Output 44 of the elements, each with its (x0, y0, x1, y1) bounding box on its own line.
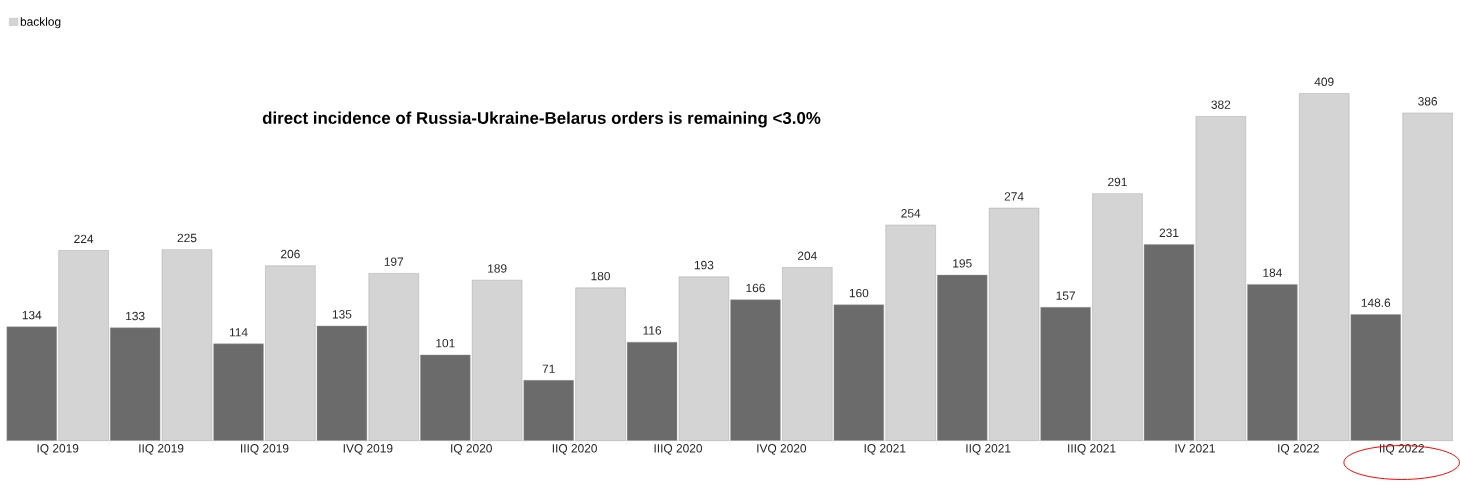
x-tick-label: IV 2021 (1175, 443, 1215, 453)
x-tick-label: IIIQ 2021 (1068, 443, 1116, 455)
data-label: 116 (643, 326, 662, 335)
data-label: 133 (126, 311, 145, 320)
x-tick-label: IVQ 2020 (757, 443, 807, 455)
data-label: 254 (901, 208, 921, 218)
x-tick-label: IIIQ 2020 (654, 443, 703, 455)
data-label: 382 (1211, 100, 1231, 109)
data-label: 206 (281, 249, 300, 259)
data-label: 135 (332, 309, 352, 319)
x-tick-label: IIIQ 2019 (241, 443, 289, 455)
data-label: 184 (1263, 268, 1282, 277)
x-tick-label: IIQ 2019 (139, 443, 184, 455)
text: direct incidence of Russia-Ukraine-Belarus orders is remaining <3.0% (262, 111, 821, 128)
x-tick-label: IIQ 2021 (966, 443, 1011, 455)
data-label: 204 (797, 251, 817, 260)
x-tick-label: IQ 2022 (1278, 443, 1319, 455)
x-tick-label: IIQ 2022 (1379, 443, 1424, 455)
legend-label: backlog (20, 16, 61, 29)
data-label: 180 (591, 271, 611, 281)
x-tick-label: IQ 2019 (37, 443, 79, 455)
data-label: 189 (488, 264, 507, 273)
data-label: 148.6 (1361, 298, 1391, 307)
data-label: 231 (1159, 228, 1179, 237)
data-label: 71 (542, 364, 555, 373)
data-label: 134 (22, 310, 42, 320)
data-label: 409 (1314, 77, 1334, 86)
data-label: 101 (436, 338, 455, 348)
data-label: 225 (177, 233, 197, 242)
data-label: 160 (849, 288, 869, 298)
data-label: 224 (74, 234, 94, 243)
x-tick-label: IQ 2021 (864, 443, 906, 455)
x-tick-label: IVQ 2019 (343, 443, 393, 455)
data-label: 195 (953, 258, 972, 268)
data-label: 157 (1056, 291, 1075, 300)
x-tick-label: IQ 2020 (451, 443, 492, 455)
data-label: 386 (1418, 96, 1438, 106)
data-label: 166 (746, 283, 765, 292)
x-tick-label: IIQ 2020 (552, 443, 597, 455)
data-label: 291 (1108, 177, 1127, 186)
data-label: 274 (1004, 192, 1024, 201)
data-label: 197 (384, 257, 404, 266)
data-label: 114 (229, 327, 248, 337)
data-label: 193 (694, 260, 714, 270)
